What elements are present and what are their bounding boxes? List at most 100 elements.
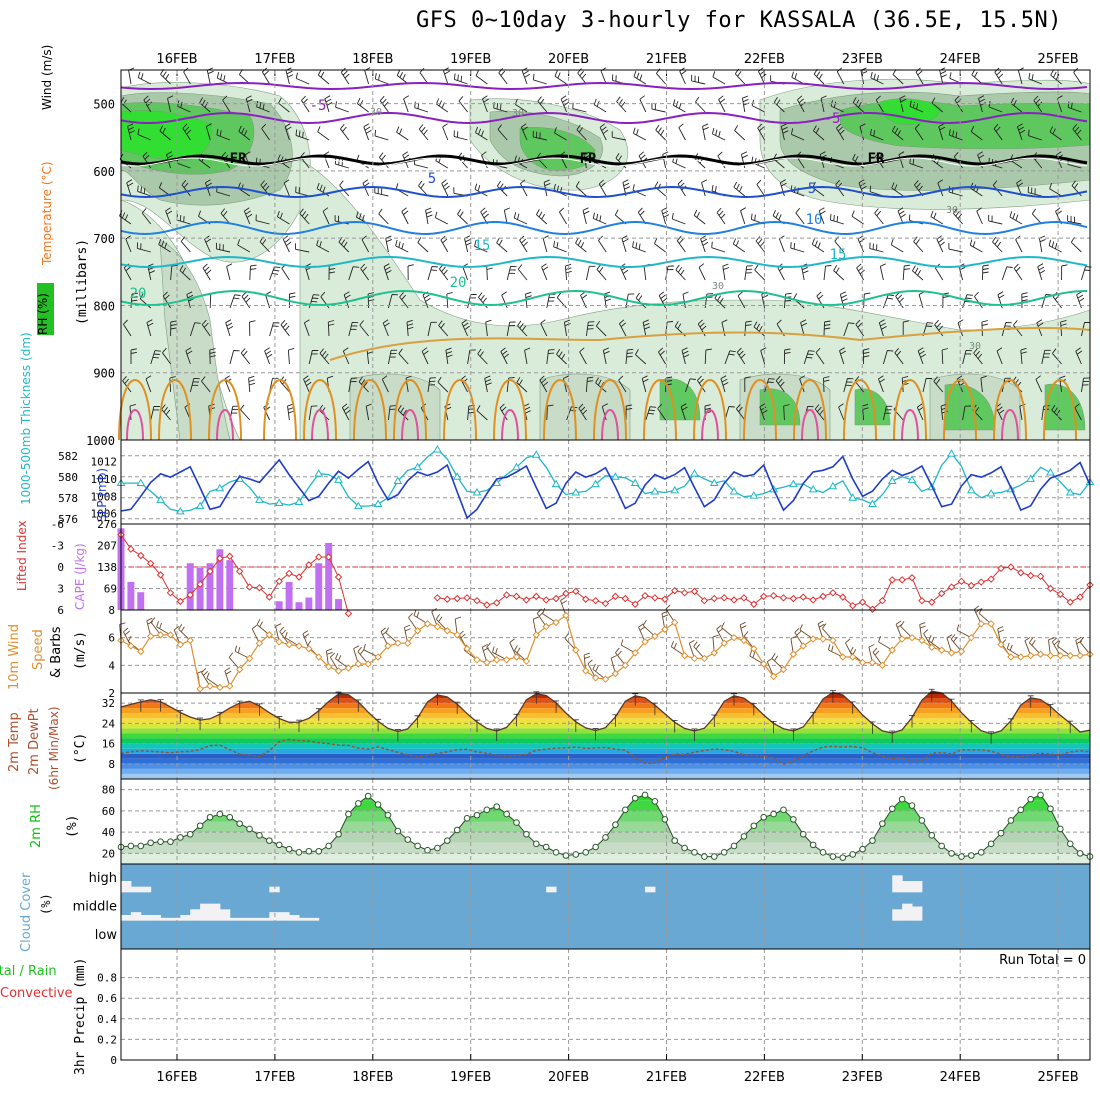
wind-barb bbox=[976, 207, 983, 225]
wind-barb bbox=[1027, 186, 1042, 197]
wind-barb bbox=[229, 350, 240, 365]
wind-barb bbox=[585, 321, 595, 337]
rh2m-point bbox=[1027, 795, 1034, 803]
temperature-contour bbox=[743, 379, 777, 441]
cloud-bar-middle bbox=[229, 917, 241, 921]
wind-barb bbox=[435, 98, 449, 113]
wind10m-barb bbox=[178, 623, 191, 641]
cloud-bar-middle bbox=[239, 917, 251, 921]
lifted-index-point bbox=[591, 596, 600, 605]
wind10m-point bbox=[255, 639, 264, 647]
lifted-index-point bbox=[532, 592, 540, 601]
wind-barb bbox=[204, 179, 214, 197]
wind-barb bbox=[869, 128, 884, 141]
thickness-point bbox=[136, 478, 146, 487]
cloud-bar-middle bbox=[150, 915, 162, 921]
wind-barb bbox=[407, 264, 414, 281]
lifted-index-point bbox=[839, 593, 847, 601]
temp-band bbox=[121, 733, 1090, 739]
axis-label-thickness: 1000-500mb Thickness (dm) bbox=[19, 332, 33, 505]
wind-barb bbox=[635, 349, 647, 365]
wind-barb bbox=[374, 186, 389, 197]
wind-barb bbox=[856, 263, 865, 281]
wind-barb bbox=[779, 179, 787, 197]
lifted-index-point bbox=[799, 593, 807, 601]
wind-barb bbox=[672, 99, 686, 113]
wind-barb bbox=[316, 182, 330, 197]
thickness-point bbox=[611, 472, 620, 480]
wind-barb bbox=[546, 404, 554, 421]
wind-barb bbox=[317, 126, 330, 141]
wind10m-point bbox=[730, 633, 738, 642]
minmax-bar bbox=[651, 702, 658, 716]
wind-barb bbox=[285, 67, 294, 85]
wind-barb bbox=[382, 319, 390, 337]
temperature-contour bbox=[329, 327, 1091, 361]
rh2m-point bbox=[750, 822, 758, 830]
wind-barb bbox=[457, 208, 468, 225]
minmax-bar bbox=[711, 714, 718, 728]
y-tick-label: 1000 bbox=[86, 434, 115, 448]
temperature-contour bbox=[501, 409, 519, 441]
date-label-top: 19FEB bbox=[450, 52, 491, 67]
wind-barb bbox=[418, 124, 429, 141]
lifted-index-point bbox=[868, 605, 877, 613]
wind10m-barb bbox=[878, 636, 893, 651]
wind-barb bbox=[720, 375, 729, 393]
wind10m-point bbox=[166, 631, 175, 639]
wind-barb bbox=[711, 127, 726, 141]
wind-barb bbox=[458, 96, 468, 113]
rh2m-point bbox=[503, 810, 510, 818]
wind-barb bbox=[146, 319, 154, 337]
wind-barb bbox=[334, 158, 349, 169]
temp-band bbox=[121, 728, 1090, 734]
wind-barb bbox=[287, 347, 295, 365]
wind-barb bbox=[679, 67, 687, 85]
chart-title: GFS 0~10day 3-hourly for KASSALA (36.5E,… bbox=[416, 8, 1063, 33]
lifted-index-point bbox=[937, 589, 946, 598]
lifted-index-point bbox=[1056, 590, 1065, 598]
rh2m-point bbox=[424, 846, 431, 854]
contour-label: 15 bbox=[474, 238, 491, 254]
wind-barb bbox=[882, 294, 895, 309]
wind10m-barb bbox=[413, 609, 428, 625]
temperature-contour bbox=[216, 409, 234, 441]
rh-band bbox=[121, 779, 1090, 790]
rh2m-point bbox=[364, 792, 372, 800]
wind-barb bbox=[697, 375, 706, 393]
y-tick-label-cape: 276 bbox=[97, 518, 117, 531]
thickness-point bbox=[353, 501, 363, 510]
rh2m-point bbox=[226, 813, 234, 821]
wind10m-barb bbox=[256, 619, 270, 636]
axis-label-barbs: & Barbs bbox=[49, 626, 64, 678]
minmax-bar bbox=[671, 719, 678, 733]
minmax-bar bbox=[177, 710, 184, 723]
thickness-point bbox=[887, 476, 897, 484]
y-tick-label-cape: 138 bbox=[97, 561, 117, 574]
wind10m-barb bbox=[408, 612, 418, 632]
wind-barb bbox=[160, 68, 171, 85]
minmax-bar bbox=[849, 701, 856, 714]
wind-barb bbox=[744, 320, 752, 337]
cloud-cover-panel: high middle low Cloud Cover (%) bbox=[19, 863, 1091, 952]
temp-band bbox=[121, 703, 1090, 709]
cloud-bar-middle bbox=[209, 903, 221, 921]
lifted-index-point bbox=[324, 553, 333, 561]
minmax-bar bbox=[256, 703, 263, 716]
minmax-bar bbox=[553, 700, 560, 713]
wind-barb bbox=[839, 347, 847, 365]
wind-barb bbox=[815, 347, 825, 365]
wind-barb bbox=[1051, 404, 1062, 421]
rh2m-point bbox=[572, 851, 580, 858]
lifted-index-point bbox=[334, 573, 343, 581]
lifted-index-point bbox=[285, 569, 293, 578]
rh2m-point bbox=[740, 833, 748, 840]
minmax-bar bbox=[454, 701, 461, 715]
wind-barb bbox=[611, 131, 627, 141]
wind-barb bbox=[559, 207, 567, 225]
minmax-bar bbox=[315, 708, 322, 721]
wind-barb bbox=[697, 319, 707, 337]
minmax-bar bbox=[276, 716, 283, 729]
wind10m-barb bbox=[1056, 640, 1071, 656]
wind-barb bbox=[676, 235, 686, 253]
